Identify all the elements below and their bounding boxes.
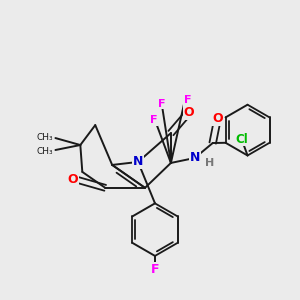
- Text: O: O: [68, 173, 78, 186]
- Text: O: O: [212, 112, 223, 124]
- Text: O: O: [184, 106, 194, 119]
- Text: F: F: [158, 99, 166, 109]
- Text: CH₃: CH₃: [36, 147, 53, 156]
- Text: F: F: [151, 263, 159, 276]
- Text: Cl: Cl: [235, 133, 248, 146]
- Text: F: F: [184, 95, 192, 105]
- Text: H: H: [205, 158, 214, 168]
- Text: CH₃: CH₃: [36, 133, 53, 142]
- Text: N: N: [133, 155, 143, 168]
- Text: F: F: [150, 115, 157, 125]
- Text: N: N: [190, 152, 200, 164]
